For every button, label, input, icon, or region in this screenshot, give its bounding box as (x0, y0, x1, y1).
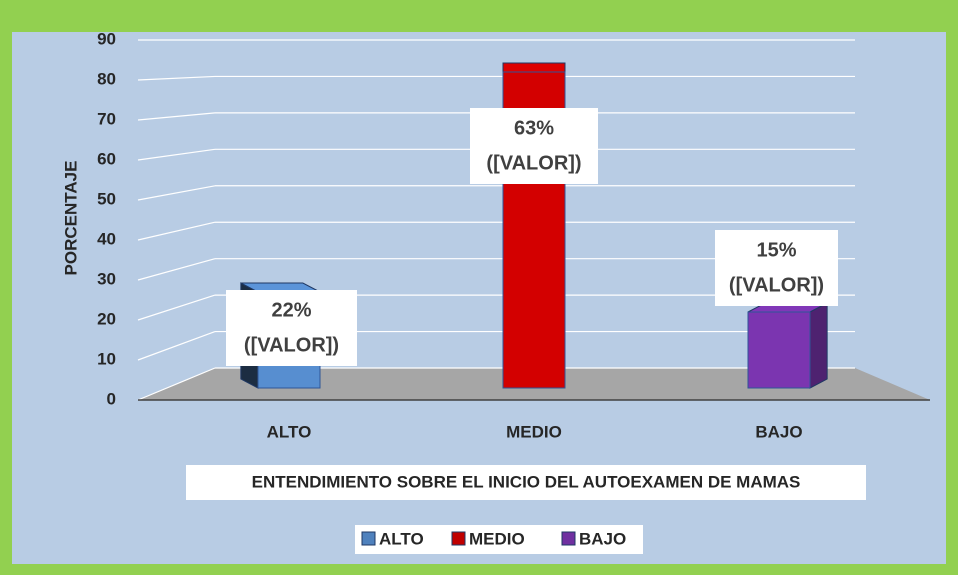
data-label: 22% (271, 299, 311, 321)
legend-label: ALTO (379, 529, 424, 548)
data-label: ([VALOR]) (486, 152, 581, 174)
y-tick-label: 50 (97, 189, 116, 208)
legend-label: MEDIO (469, 529, 525, 548)
y-axis-title: PORCENTAJE (61, 161, 80, 276)
grid-line (137, 185, 216, 201)
data-label: 15% (756, 239, 796, 261)
y-tick-label: 0 (107, 389, 116, 408)
legend-swatch (451, 531, 466, 546)
grid-line (137, 258, 216, 281)
grid-line (137, 112, 216, 121)
y-tick-label: 20 (97, 309, 116, 328)
y-tick-label: 80 (97, 69, 116, 88)
bar-top (502, 62, 566, 73)
x-axis-title: ENTENDIMIENTO SOBRE EL INICIO DEL AUTOEX… (252, 472, 801, 491)
data-label: ([VALOR]) (729, 274, 824, 296)
data-label: ([VALOR]) (244, 334, 339, 356)
y-tick-label: 40 (97, 229, 116, 248)
bar-side (809, 302, 828, 389)
grid-line (137, 221, 216, 241)
grid-line (137, 367, 216, 401)
bar (747, 302, 828, 389)
y-tick-label: 70 (97, 109, 116, 128)
data-label-box (470, 108, 598, 184)
data-label-box (715, 230, 838, 306)
plot: 0 10 20 30 40 50 60 70 80 90 ALTO MEDIO BAJO 22% ([VAL… (97, 29, 930, 548)
grid-line (137, 330, 216, 361)
x-title-box (186, 465, 866, 500)
data-label: 63% (514, 117, 554, 139)
bar-front (747, 311, 811, 389)
y-tick-label: 90 (97, 29, 116, 48)
legend-label: BAJO (579, 529, 626, 548)
legend-swatch (561, 531, 576, 546)
data-label-box (226, 290, 357, 366)
x-tick-label: BAJO (755, 422, 802, 441)
legend-box (355, 525, 643, 554)
grid-line (137, 148, 216, 161)
y-tick-label: 10 (97, 349, 116, 368)
grid-line (137, 294, 216, 321)
y-tick-label: 60 (97, 149, 116, 168)
x-tick-label: MEDIO (506, 422, 562, 441)
legend-swatch (361, 531, 376, 546)
y-tick-label: 30 (97, 269, 116, 288)
grid-line (137, 75, 216, 81)
x-tick-label: ALTO (267, 422, 312, 441)
